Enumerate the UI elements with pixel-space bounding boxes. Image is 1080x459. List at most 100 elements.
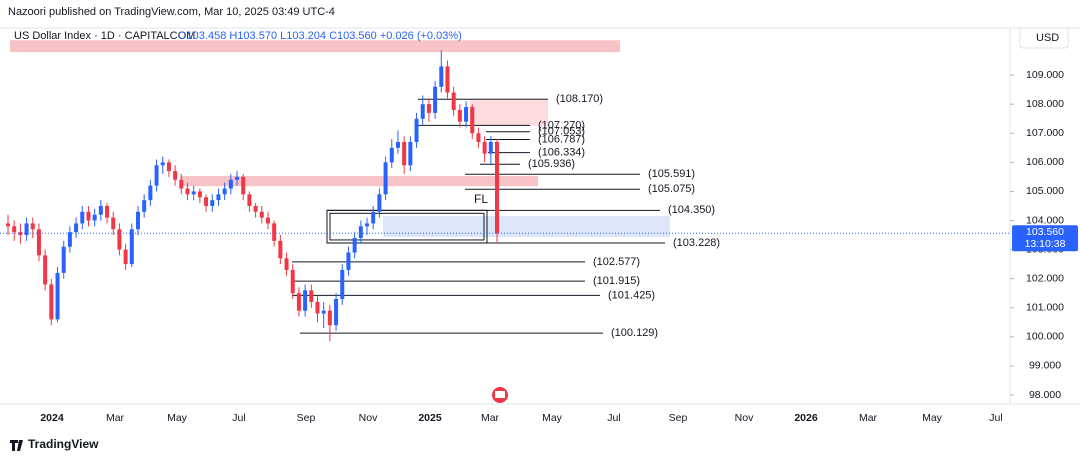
candle-body xyxy=(148,185,153,201)
candle-body xyxy=(216,194,221,201)
candle-body xyxy=(135,211,140,230)
brand-logo xyxy=(10,440,23,451)
candle-body xyxy=(235,176,240,180)
candle-body xyxy=(160,162,165,166)
level-label: (107.270) xyxy=(538,119,585,131)
candle-body xyxy=(49,284,54,320)
y-tick-label: 104.000 xyxy=(1026,214,1064,226)
candle-body xyxy=(321,310,326,314)
candle-body xyxy=(395,141,400,148)
x-tick-label: Nov xyxy=(359,412,378,424)
x-tick-label: Sep xyxy=(669,412,688,424)
candle-body xyxy=(6,223,10,227)
candle-body xyxy=(439,66,444,87)
level-label: (101.425) xyxy=(608,289,655,301)
legend-ohlc: O103.458 H103.570 L103.204 C103.560 +0.0… xyxy=(178,30,462,42)
candle-body xyxy=(377,194,382,212)
candle-body xyxy=(123,249,128,265)
candle-body xyxy=(284,258,289,270)
candle-body xyxy=(166,162,171,172)
plot-area: (108.170) (107.270)(107.053)(106.787) (106… xyxy=(0,40,1010,342)
candle-body xyxy=(185,188,190,195)
x-tick-label: Nov xyxy=(735,412,754,424)
annotation: FL xyxy=(474,192,488,206)
level-label: (106.334) xyxy=(538,147,585,159)
candle-body xyxy=(154,165,159,186)
candle-body xyxy=(445,66,450,93)
countdown: 13:10:38 xyxy=(1025,238,1066,250)
y-tick-label: 102.000 xyxy=(1026,272,1064,284)
level-label: (107.053) xyxy=(538,126,585,138)
candle-body xyxy=(408,141,413,166)
candle-body xyxy=(43,255,48,285)
zone xyxy=(10,40,620,53)
candle-body xyxy=(420,104,425,119)
candle-body xyxy=(241,176,246,195)
y-tick-label: 107.000 xyxy=(1026,127,1064,139)
publish-header: Nazoori published on TradingView.com, Ma… xyxy=(8,6,335,18)
level-label: (103.228) xyxy=(673,237,720,249)
candle-body xyxy=(383,162,388,195)
x-tick-label: Sep xyxy=(297,412,316,424)
zone xyxy=(383,216,670,238)
level-label: (105.591) xyxy=(648,168,695,180)
candle-body xyxy=(18,232,23,236)
candle-body xyxy=(334,299,339,326)
last-price-box xyxy=(1012,225,1078,252)
candle-body xyxy=(30,223,35,230)
level-label: (106.787) xyxy=(538,133,585,145)
x-tick-label: Jul xyxy=(232,412,245,424)
candle-body xyxy=(92,214,97,221)
candle-body xyxy=(315,301,320,314)
candle-body xyxy=(228,179,233,189)
y-tick-label: 100.000 xyxy=(1026,331,1064,343)
y-tick-label: 108.000 xyxy=(1026,98,1064,110)
x-tick-label: May xyxy=(542,412,563,424)
last-price-label: 103.560 xyxy=(1026,226,1064,238)
y-tick-label: 105.000 xyxy=(1026,185,1064,197)
candle-body xyxy=(191,191,196,195)
candle-body xyxy=(265,217,270,224)
candle-body xyxy=(352,237,357,253)
candle-body xyxy=(210,200,215,206)
x-tick-label: 2026 xyxy=(794,412,818,424)
event-flag-icon xyxy=(495,391,505,398)
candle-body xyxy=(86,211,91,221)
candle-body xyxy=(464,107,469,122)
x-tick-label: 2025 xyxy=(418,412,442,424)
brand-name: TradingView xyxy=(28,437,99,451)
candle-body xyxy=(74,223,79,233)
candle-body xyxy=(346,252,351,270)
candle-body xyxy=(197,191,202,198)
candle-body xyxy=(402,141,407,166)
candle-body xyxy=(290,269,295,294)
candle-body xyxy=(296,293,301,311)
candle-body xyxy=(253,205,258,212)
x-tick-label: Mar xyxy=(106,412,125,424)
currency-label: USD xyxy=(1036,32,1059,44)
level-label: (105.936) xyxy=(528,158,575,170)
level-label: (100.129) xyxy=(611,327,658,339)
zone xyxy=(180,176,538,187)
candle-body xyxy=(204,197,209,206)
candle-body xyxy=(327,310,332,326)
candle-body xyxy=(371,211,376,224)
candle-body xyxy=(117,229,122,250)
candle-body xyxy=(61,246,66,273)
candle-body xyxy=(67,232,72,247)
candle-body xyxy=(55,272,60,320)
level-label: (102.577) xyxy=(593,256,640,268)
candle-body xyxy=(457,110,462,122)
y-tick-label: 99.000 xyxy=(1029,360,1061,372)
candle-body xyxy=(414,118,419,142)
candle-body xyxy=(247,194,252,206)
legend-symbol: US Dollar Index · 1D · CAPITALCOM xyxy=(14,30,195,42)
level-label: (104.350) xyxy=(668,204,715,216)
currency-button[interactable] xyxy=(1019,27,1069,49)
candle-body xyxy=(309,290,314,302)
y-tick-label: 101.000 xyxy=(1026,302,1064,314)
candle-body xyxy=(389,147,394,163)
candle-body xyxy=(426,104,431,113)
level-label: (105.075) xyxy=(648,183,695,195)
